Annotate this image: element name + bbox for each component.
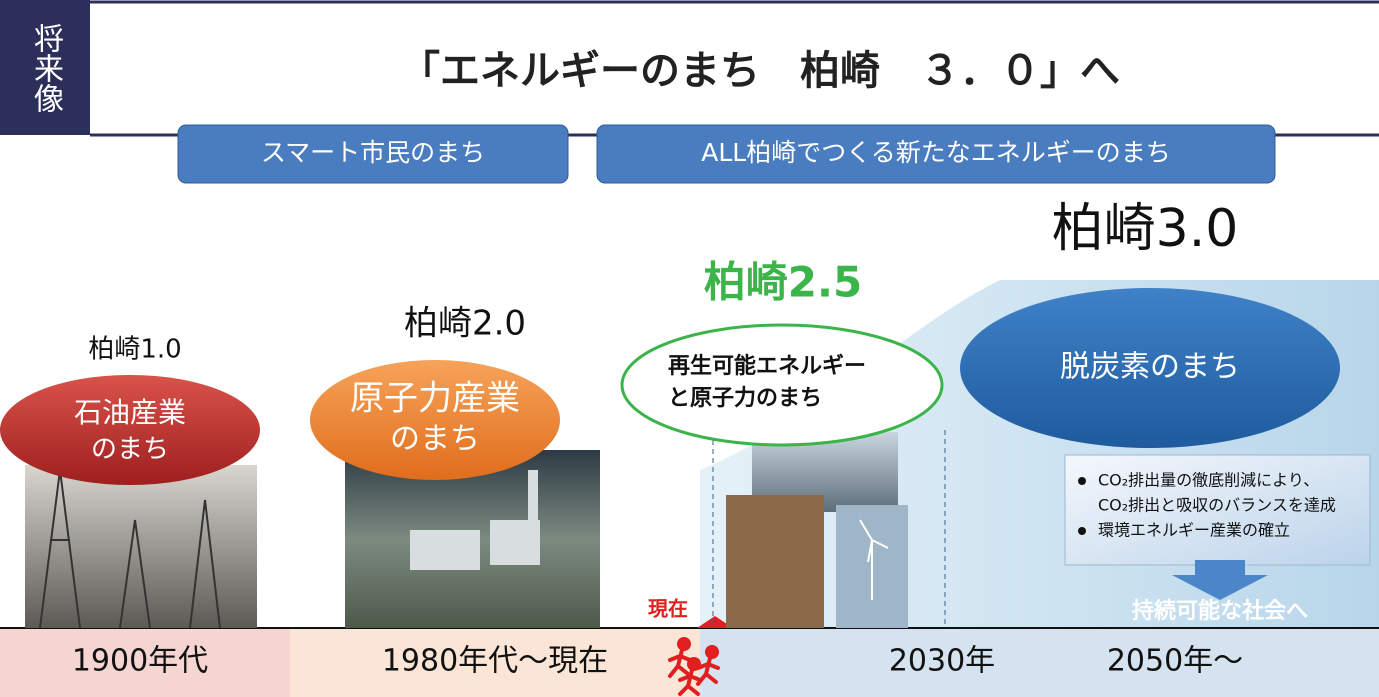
goal-text: CO₂排出と吸収のバランスを達成 bbox=[1098, 496, 1336, 515]
side-label: 将来像 bbox=[0, 0, 90, 135]
stage-label: 再生可能エネルギー bbox=[668, 353, 866, 379]
diagram: 「エネルギーのまち 柏崎 ３．０」へ スマート市民のまち ALL柏崎でつくる新た… bbox=[0, 0, 1379, 697]
goal-text: CO₂排出量の徹底削減により、 bbox=[1098, 471, 1319, 490]
stage-label: と原子力のまち bbox=[668, 386, 822, 411]
bullet bbox=[1078, 527, 1086, 535]
tab-label: スマート市民のまち bbox=[261, 138, 485, 167]
stage-label: 脱炭素のまち bbox=[1060, 350, 1240, 385]
stage-label: 原子力産業 bbox=[350, 379, 520, 419]
photo bbox=[726, 495, 824, 628]
stage-name: 柏崎3.0 bbox=[1052, 199, 1239, 259]
stage-label: のまち bbox=[390, 422, 480, 457]
photo bbox=[25, 465, 257, 628]
stage-ellipse bbox=[0, 375, 260, 485]
goal-text: 環境エネルギー産業の確立 bbox=[1098, 521, 1290, 540]
stage-name: 柏崎2.0 bbox=[404, 304, 526, 344]
era-band bbox=[700, 628, 1379, 697]
title: 「エネルギーのまち 柏崎 ３．０」へ bbox=[400, 47, 1120, 94]
stage-ellipse bbox=[622, 325, 942, 445]
page: 「エネルギーのまち 柏崎 ３．０」へ スマート市民のまち ALL柏崎でつくる新た… bbox=[0, 0, 1379, 697]
era-label: 1980年代～現在 bbox=[382, 644, 608, 679]
stage-name: 柏崎2.5 bbox=[704, 258, 862, 307]
now-label: 現在 bbox=[648, 597, 688, 621]
tab-label: ALL柏崎でつくる新たなエネルギーのまち bbox=[701, 138, 1170, 167]
stage-name: 柏崎1.0 bbox=[88, 335, 181, 365]
era-label: 2030年 bbox=[889, 644, 995, 679]
era-label: 2050年～ bbox=[1107, 644, 1243, 679]
stage-label: 石油産業 bbox=[74, 396, 186, 429]
era-label: 1900年代 bbox=[72, 644, 208, 679]
arrow-label: 持続可能な社会へ bbox=[1132, 598, 1308, 624]
stage-label: のまち bbox=[91, 435, 169, 465]
bullet bbox=[1078, 477, 1086, 485]
